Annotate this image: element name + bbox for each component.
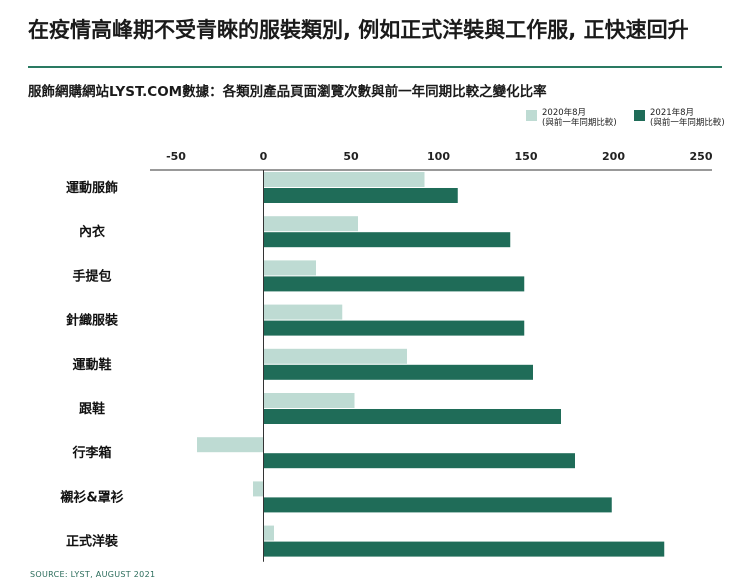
bar-2021 bbox=[263, 232, 511, 248]
bar-2021 bbox=[263, 497, 612, 513]
x-tick-label: 50 bbox=[343, 150, 359, 163]
bar-2020 bbox=[263, 348, 407, 364]
legend-note-2020: (與前一年同期比較) bbox=[542, 118, 617, 128]
x-tick-label: 250 bbox=[690, 150, 713, 163]
bar-2020 bbox=[197, 437, 264, 453]
legend-label-2020: 2020年8月 bbox=[542, 108, 587, 118]
x-tick-label: 100 bbox=[427, 150, 450, 163]
category-label: 運動鞋 bbox=[72, 357, 111, 373]
legend-item-2021: 2021年8月 (與前一年同期比較) bbox=[634, 108, 725, 134]
x-tick-label: 200 bbox=[602, 150, 625, 163]
bar-2021 bbox=[263, 409, 561, 424]
bar-2020 bbox=[263, 172, 425, 187]
bar-2020 bbox=[263, 260, 316, 276]
x-tick-label: 0 bbox=[260, 150, 268, 163]
page-title: 在疫情高峰期不受青睞的服裝類別, 例如正式洋裝與工作服, 正快速回升 bbox=[28, 18, 689, 42]
bar-2020 bbox=[263, 304, 343, 320]
legend-swatch-2021 bbox=[634, 110, 645, 121]
bar-2020 bbox=[263, 393, 355, 408]
category-label: 行李箱 bbox=[71, 445, 111, 461]
bar-2020 bbox=[253, 481, 264, 497]
category-label: 正式洋裝 bbox=[66, 534, 119, 550]
title-divider bbox=[28, 66, 722, 68]
bar-2021 bbox=[263, 188, 458, 203]
x-tick-label: 150 bbox=[515, 150, 538, 163]
bar-2021 bbox=[263, 276, 525, 292]
bar-2021 bbox=[263, 453, 575, 469]
category-label: 針織服裝 bbox=[66, 313, 119, 329]
x-tick-label: -50 bbox=[166, 150, 186, 163]
bar-2021 bbox=[263, 364, 533, 380]
legend-note-2021: (與前一年同期比較) bbox=[650, 118, 725, 128]
chart-subtitle: 服飾網購網站LYST.COM數據：各類別產品頁面瀏覽次數與前一年同期比較之變化比… bbox=[28, 84, 547, 100]
legend-swatch-2020 bbox=[526, 110, 537, 121]
bar-2020 bbox=[263, 525, 274, 541]
legend-item-2020: 2020年8月 (與前一年同期比較) bbox=[526, 108, 617, 134]
category-label: 手提包 bbox=[72, 268, 111, 284]
bar-2021 bbox=[263, 541, 665, 557]
category-label: 內衣 bbox=[79, 224, 105, 240]
legend-label-2021: 2021年8月 bbox=[650, 108, 695, 118]
category-label: 跟鞋 bbox=[79, 401, 105, 417]
bar-2020 bbox=[263, 216, 358, 232]
category-label: 運動服飾 bbox=[66, 180, 118, 196]
category-label: 襯衫&罩衫 bbox=[59, 489, 123, 505]
bar-2021 bbox=[263, 320, 525, 336]
source-note: SOURCE: LYST, AUGUST 2021 bbox=[30, 570, 156, 579]
